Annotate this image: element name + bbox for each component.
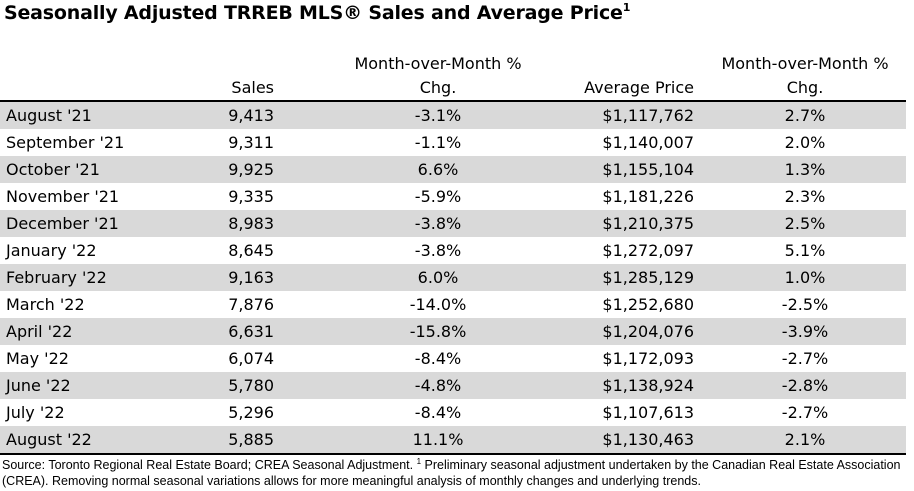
header-price-mom-line2: Chg. xyxy=(786,78,824,97)
average-price-cell: $1,138,924 xyxy=(602,376,694,395)
month-cell: May '22 xyxy=(6,349,69,368)
month-cell: June '22 xyxy=(6,376,71,395)
table-row: November '21 9,335 -5.9% $1,181,226 2.3% xyxy=(0,183,906,210)
month-cell: August '21 xyxy=(6,106,92,125)
sales-mom-cell-value: -4.8% xyxy=(414,376,462,395)
sales-mom-cell-value: -8.4% xyxy=(414,403,462,422)
average-price-cell: $1,107,613 xyxy=(602,403,694,422)
average-price-cell: $1,181,226 xyxy=(602,187,694,206)
sales-cell: 5,885 xyxy=(228,430,274,449)
average-price-cell: $1,204,076 xyxy=(602,322,694,341)
sales-cell: 8,983 xyxy=(228,214,274,233)
sales-cell: 9,925 xyxy=(228,160,274,179)
month-cell: February '22 xyxy=(6,268,107,287)
price-mom-cell-value: 2.5% xyxy=(784,214,826,233)
price-mom-cell-value: -2.8% xyxy=(781,376,829,395)
sales-mom-cell-value: 6.6% xyxy=(417,160,459,179)
price-mom-cell-value: 5.1% xyxy=(784,241,826,260)
header-divider xyxy=(0,100,906,102)
source-text-1: Source: Toronto Regional Real Estate Boa… xyxy=(2,458,417,472)
sales-mom-cell-value: -3.8% xyxy=(414,241,462,260)
header-sales-mom-line1: Month-over-Month % xyxy=(354,54,522,73)
table-row: October '21 9,925 6.6% $1,155,104 1.3% xyxy=(0,156,906,183)
chart-title-text: Seasonally Adjusted TRREB MLS® Sales and… xyxy=(4,2,623,24)
price-mom-cell-value: 2.3% xyxy=(784,187,826,206)
month-cell: November '21 xyxy=(6,187,120,206)
average-price-cell: $1,172,093 xyxy=(602,349,694,368)
price-mom-cell-value: 2.1% xyxy=(784,430,826,449)
table-row: August '22 5,885 11.1% $1,130,463 2.1% xyxy=(0,426,906,453)
average-price-cell: $1,210,375 xyxy=(602,214,694,233)
table-row: June '22 5,780 -4.8% $1,138,924 -2.8% xyxy=(0,372,906,399)
month-cell: September '21 xyxy=(6,133,125,152)
sales-mom-cell-value: -8.4% xyxy=(414,349,462,368)
header-sales: Sales xyxy=(231,78,274,97)
average-price-cell: $1,140,007 xyxy=(602,133,694,152)
price-mom-cell-value: -3.9% xyxy=(781,322,829,341)
price-mom-cell-value: 1.3% xyxy=(784,160,826,179)
average-price-cell: $1,285,129 xyxy=(602,268,694,287)
table-row: March '22 7,876 -14.0% $1,252,680 -2.5% xyxy=(0,291,906,318)
sales-cell: 5,296 xyxy=(228,403,274,422)
table-row: September '21 9,311 -1.1% $1,140,007 2.0% xyxy=(0,129,906,156)
sales-cell: 6,074 xyxy=(228,349,274,368)
table-row: July '22 5,296 -8.4% $1,107,613 -2.7% xyxy=(0,399,906,426)
sales-cell: 5,780 xyxy=(228,376,274,395)
average-price-cell: $1,252,680 xyxy=(602,295,694,314)
header-price-mom-line1: Month-over-Month % xyxy=(721,54,889,73)
price-mom-cell-value: 2.7% xyxy=(784,106,826,125)
price-mom-cell-value: -2.7% xyxy=(781,349,829,368)
sales-cell: 9,413 xyxy=(228,106,274,125)
average-price-cell: $1,272,097 xyxy=(602,241,694,260)
average-price-cell: $1,155,104 xyxy=(602,160,694,179)
sales-mom-cell-value: -3.1% xyxy=(414,106,462,125)
source-footnote-marker: 1 xyxy=(416,457,422,466)
header-sales-mom-line2: Chg. xyxy=(419,78,457,97)
price-mom-cell-value: -2.7% xyxy=(781,403,829,422)
price-mom-cell-value: -2.5% xyxy=(781,295,829,314)
month-cell: December '21 xyxy=(6,214,119,233)
month-cell: August '22 xyxy=(6,430,92,449)
table-row: May '22 6,074 -8.4% $1,172,093 -2.7% xyxy=(0,345,906,372)
sales-cell: 6,631 xyxy=(228,322,274,341)
month-cell: October '21 xyxy=(6,160,100,179)
price-mom-cell-value: 2.0% xyxy=(784,133,826,152)
table-bottom-divider xyxy=(0,453,906,455)
sales-cell: 7,876 xyxy=(228,295,274,314)
average-price-cell: $1,130,463 xyxy=(602,430,694,449)
sales-mom-cell-value: 6.0% xyxy=(417,268,459,287)
sales-mom-cell-value: -15.8% xyxy=(409,322,467,341)
sales-mom-cell-value: 11.1% xyxy=(412,430,464,449)
sales-cell: 9,163 xyxy=(228,268,274,287)
table-row: August '21 9,413 -3.1% $1,117,762 2.7% xyxy=(0,102,906,129)
sales-cell: 8,645 xyxy=(228,241,274,260)
table-row: December '21 8,983 -3.8% $1,210,375 2.5% xyxy=(0,210,906,237)
month-cell: July '22 xyxy=(6,403,65,422)
table-row: February '22 9,163 6.0% $1,285,129 1.0% xyxy=(0,264,906,291)
header-average-price: Average Price xyxy=(584,78,694,97)
table-body: August '21 9,413 -3.1% $1,117,762 2.7% Septem… xyxy=(0,102,906,453)
title-footnote-marker: 1 xyxy=(622,1,631,14)
sales-cell: 9,335 xyxy=(228,187,274,206)
source-note: Source: Toronto Regional Real Estate Boa… xyxy=(2,457,908,489)
month-cell: March '22 xyxy=(6,295,85,314)
table-row: January '22 8,645 -3.8% $1,272,097 5.1% xyxy=(0,237,906,264)
sales-mom-cell-value: -1.1% xyxy=(414,133,462,152)
source-text-2: Preliminary seasonal adjustment undertak… xyxy=(2,458,901,488)
month-cell: January '22 xyxy=(6,241,97,260)
table-row: April '22 6,631 -15.8% $1,204,076 -3.9% xyxy=(0,318,906,345)
sales-mom-cell-value: -5.9% xyxy=(414,187,462,206)
month-cell: April '22 xyxy=(6,322,73,341)
sales-cell: 9,311 xyxy=(228,133,274,152)
sales-mom-cell-value: -14.0% xyxy=(409,295,467,314)
sales-mom-cell-value: -3.8% xyxy=(414,214,462,233)
average-price-cell: $1,117,762 xyxy=(602,106,694,125)
price-mom-cell-value: 1.0% xyxy=(784,268,826,287)
chart-title: Seasonally Adjusted TRREB MLS® Sales and… xyxy=(4,2,630,24)
